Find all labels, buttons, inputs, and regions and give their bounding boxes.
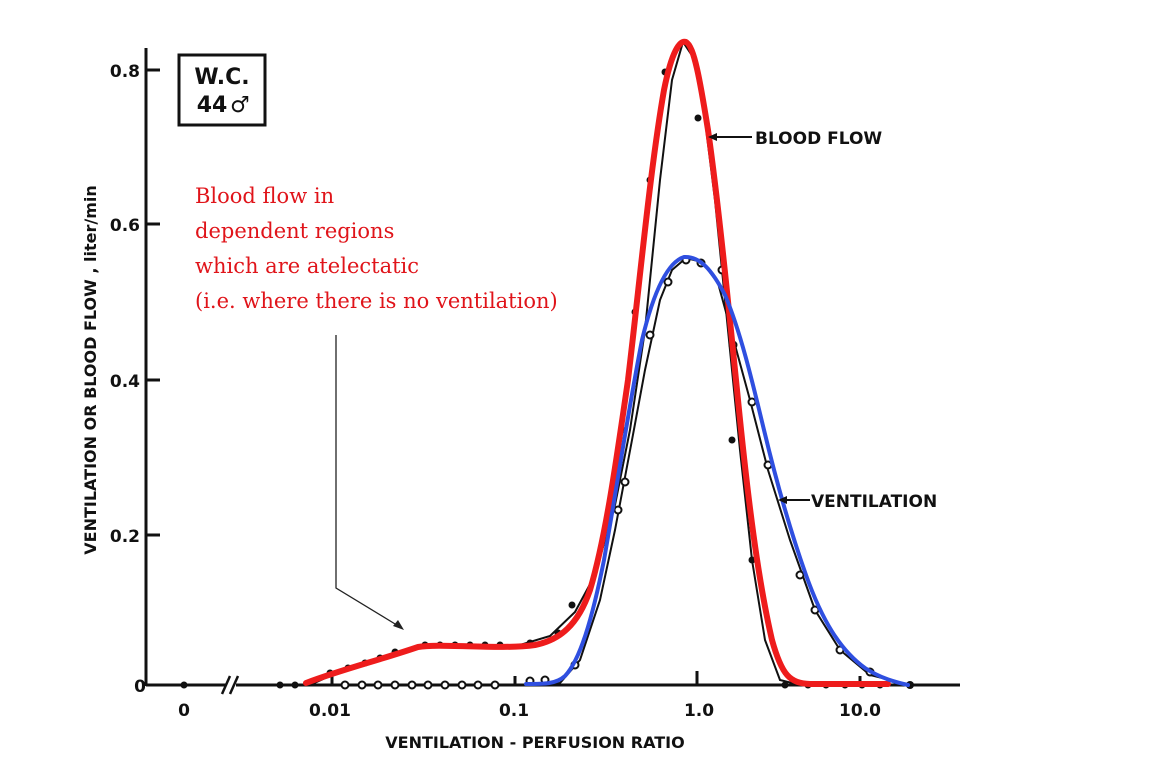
annotation-line: which are atelectatic — [195, 254, 419, 278]
subject-initials: W.C. — [194, 65, 249, 90]
ventilation-curve — [524, 255, 910, 687]
x-tick-label: 1.0 — [684, 701, 714, 721]
svg-text:VENTILATION: VENTILATION — [811, 492, 937, 512]
annotation-line: Blood flow in — [195, 184, 334, 208]
y-tick-labels: 0.8 0.6 0.4 0.2 0 — [110, 62, 146, 697]
ventilation-label: VENTILATION — [778, 492, 937, 512]
y-tick-label: 0.8 — [110, 62, 140, 82]
x-axis-title: VENTILATION - PERFUSION RATIO — [385, 733, 684, 752]
x-tick-labels: 0 0.01 0.1 1.0 10.0 — [178, 701, 881, 721]
x-tick-label: 0.01 — [309, 701, 351, 721]
y-tick-label: 0 — [134, 677, 146, 697]
y-axis-title: VENTILATION OR BLOOD FLOW , liter/min — [81, 185, 100, 554]
axis-break-icon — [228, 675, 240, 695]
annotation-line: dependent regions — [195, 219, 394, 243]
subject-label-box: W.C. 44 ♂ — [177, 53, 267, 127]
annotation-arrow-icon — [335, 335, 404, 630]
x-tick-label: 0.1 — [499, 701, 529, 721]
blood-flow-curve — [303, 38, 891, 687]
svg-text:BLOOD FLOW: BLOOD FLOW — [755, 129, 882, 149]
atelectasis-annotation: Blood flow in dependent regions which ar… — [195, 184, 558, 313]
annotation-line: (i.e. where there is no ventilation) — [195, 289, 558, 313]
x-tick-label: 0 — [178, 701, 190, 721]
x-tick-label: 10.0 — [839, 701, 881, 721]
blood-flow-label: BLOOD FLOW — [708, 129, 882, 149]
male-symbol-icon: ♂ — [230, 93, 250, 118]
y-tick-label: 0.2 — [110, 527, 140, 547]
y-tick-label: 0.4 — [110, 372, 140, 392]
y-tick-label: 0.6 — [110, 216, 140, 236]
subject-age: 44 — [197, 93, 228, 118]
